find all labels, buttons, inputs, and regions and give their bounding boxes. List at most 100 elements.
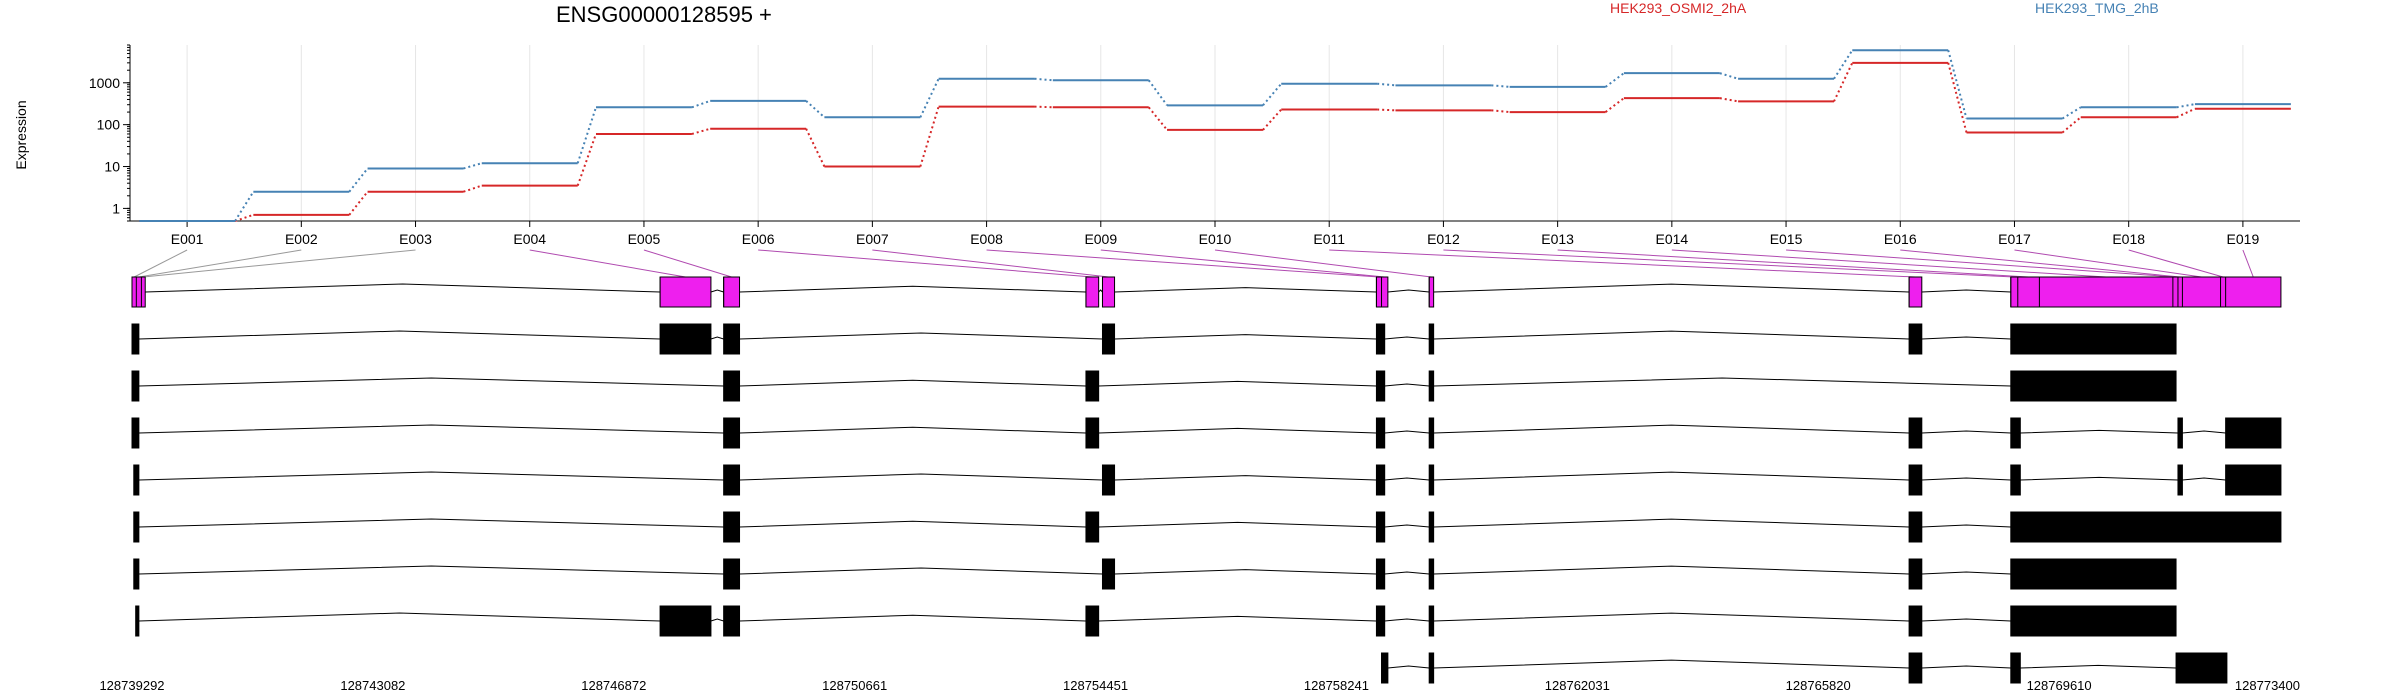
connector-E007 bbox=[872, 249, 1109, 278]
intron bbox=[138, 330, 661, 340]
legend-entry-osmi2: HEK293_OSMI2_2hA bbox=[1610, 0, 1747, 16]
intron bbox=[1114, 287, 1377, 293]
exon bbox=[1908, 276, 1923, 308]
exon bbox=[1428, 511, 1435, 543]
connector-E009 bbox=[1100, 249, 1385, 278]
connector-E003 bbox=[143, 249, 416, 278]
exon bbox=[1428, 417, 1435, 449]
connector-E016 bbox=[1900, 249, 2181, 278]
genomic-tick-label: 128746872 bbox=[581, 678, 646, 693]
intron bbox=[1384, 618, 1430, 622]
genomic-tick-label: 128754451 bbox=[1063, 678, 1128, 693]
connector-E012 bbox=[1443, 249, 2015, 278]
connector-E004 bbox=[529, 249, 686, 278]
exon bbox=[723, 464, 741, 496]
series-1-connector bbox=[2176, 107, 2196, 119]
exon bbox=[2177, 464, 2183, 496]
x-tick-label-E002: E002 bbox=[285, 231, 318, 247]
intron bbox=[1098, 615, 1377, 622]
x-tick-label-E001: E001 bbox=[171, 231, 204, 247]
x-tick-label-E019: E019 bbox=[2227, 231, 2260, 247]
exon bbox=[1428, 370, 1435, 402]
series-2-connector bbox=[919, 78, 940, 118]
x-tick-label-E007: E007 bbox=[856, 231, 889, 247]
genomic-tick-label: 128739292 bbox=[99, 678, 164, 693]
series-2-connector bbox=[1491, 84, 1510, 88]
x-tick-label-E009: E009 bbox=[1084, 231, 1117, 247]
x-tick-label-E012: E012 bbox=[1427, 231, 1460, 247]
series-1-connector bbox=[1833, 62, 1854, 102]
connector-E002 bbox=[138, 249, 302, 278]
y-tick-label: 1000 bbox=[89, 75, 120, 91]
x-tick-label-E005: E005 bbox=[628, 231, 661, 247]
x-tick-label-E013: E013 bbox=[1541, 231, 1574, 247]
track-transcript-8 bbox=[1381, 652, 2228, 684]
intron bbox=[2020, 476, 2178, 481]
exon bbox=[1375, 605, 1386, 637]
exon bbox=[2010, 464, 2021, 496]
connector-E018 bbox=[2128, 249, 2224, 278]
connector-E006 bbox=[758, 249, 1093, 278]
exon bbox=[659, 605, 712, 637]
y-axis-label: Expression bbox=[13, 100, 29, 169]
connector-E005 bbox=[643, 249, 732, 278]
connector-E010 bbox=[1214, 249, 1432, 278]
series-1-connector bbox=[1491, 109, 1510, 114]
x-tick-label-E017: E017 bbox=[1998, 231, 2031, 247]
intron bbox=[1433, 424, 1910, 434]
legend-entry-tmg: HEK293_TMG_2hB bbox=[2035, 0, 2159, 16]
series-2-connector bbox=[1833, 49, 1854, 80]
exon bbox=[659, 323, 712, 355]
intron bbox=[1433, 612, 1910, 622]
series-2-connector bbox=[691, 99, 711, 109]
series-2-connector bbox=[2176, 103, 2196, 109]
genomic-tick-label: 128743082 bbox=[340, 678, 405, 693]
intron bbox=[739, 473, 1103, 481]
exon bbox=[1428, 464, 1435, 496]
exon bbox=[2225, 464, 2282, 496]
connector-E019 bbox=[2242, 249, 2254, 278]
exon bbox=[659, 276, 712, 308]
intron bbox=[1433, 659, 1910, 669]
exon bbox=[131, 417, 140, 449]
exon bbox=[1101, 558, 1116, 590]
exon bbox=[2010, 276, 2282, 308]
exon bbox=[1428, 323, 1435, 355]
intron bbox=[1098, 289, 1103, 293]
series-1-connector bbox=[1604, 97, 1625, 113]
x-tick-label-E006: E006 bbox=[742, 231, 775, 247]
y-tick-label: 100 bbox=[97, 117, 121, 133]
genomic-tick-label: 128758241 bbox=[1304, 678, 1369, 693]
exon bbox=[1428, 558, 1435, 590]
series-1-connector bbox=[1034, 105, 1053, 109]
exon bbox=[2010, 417, 2021, 449]
exon bbox=[1428, 652, 1435, 684]
intron bbox=[739, 614, 1086, 622]
exon bbox=[723, 370, 741, 402]
intron bbox=[1098, 427, 1377, 434]
exon bbox=[1908, 605, 1923, 637]
grid-lines bbox=[186, 45, 2244, 221]
intron bbox=[1387, 665, 1430, 669]
exon bbox=[2010, 558, 2177, 590]
track-transcript-6 bbox=[133, 558, 2177, 590]
exon bbox=[723, 323, 741, 355]
series-2-connector bbox=[2061, 106, 2082, 120]
intron bbox=[1387, 289, 1430, 293]
x-tick-label-E016: E016 bbox=[1884, 231, 1917, 247]
intron bbox=[1433, 330, 1910, 340]
connector-E011 bbox=[1329, 249, 1916, 278]
intron bbox=[138, 471, 724, 481]
series-lines bbox=[139, 49, 2291, 222]
series-1-connector bbox=[348, 191, 369, 216]
exon bbox=[1375, 276, 1389, 308]
series-1-connector bbox=[234, 213, 254, 222]
x-tick-label-E008: E008 bbox=[970, 231, 1003, 247]
genomic-tick-label: 128750661 bbox=[822, 678, 887, 693]
intron bbox=[1114, 475, 1377, 481]
intron bbox=[1384, 571, 1430, 575]
exon bbox=[2010, 323, 2177, 355]
exon bbox=[2010, 605, 2177, 637]
exon bbox=[131, 370, 140, 402]
series-2-connector bbox=[576, 106, 597, 164]
